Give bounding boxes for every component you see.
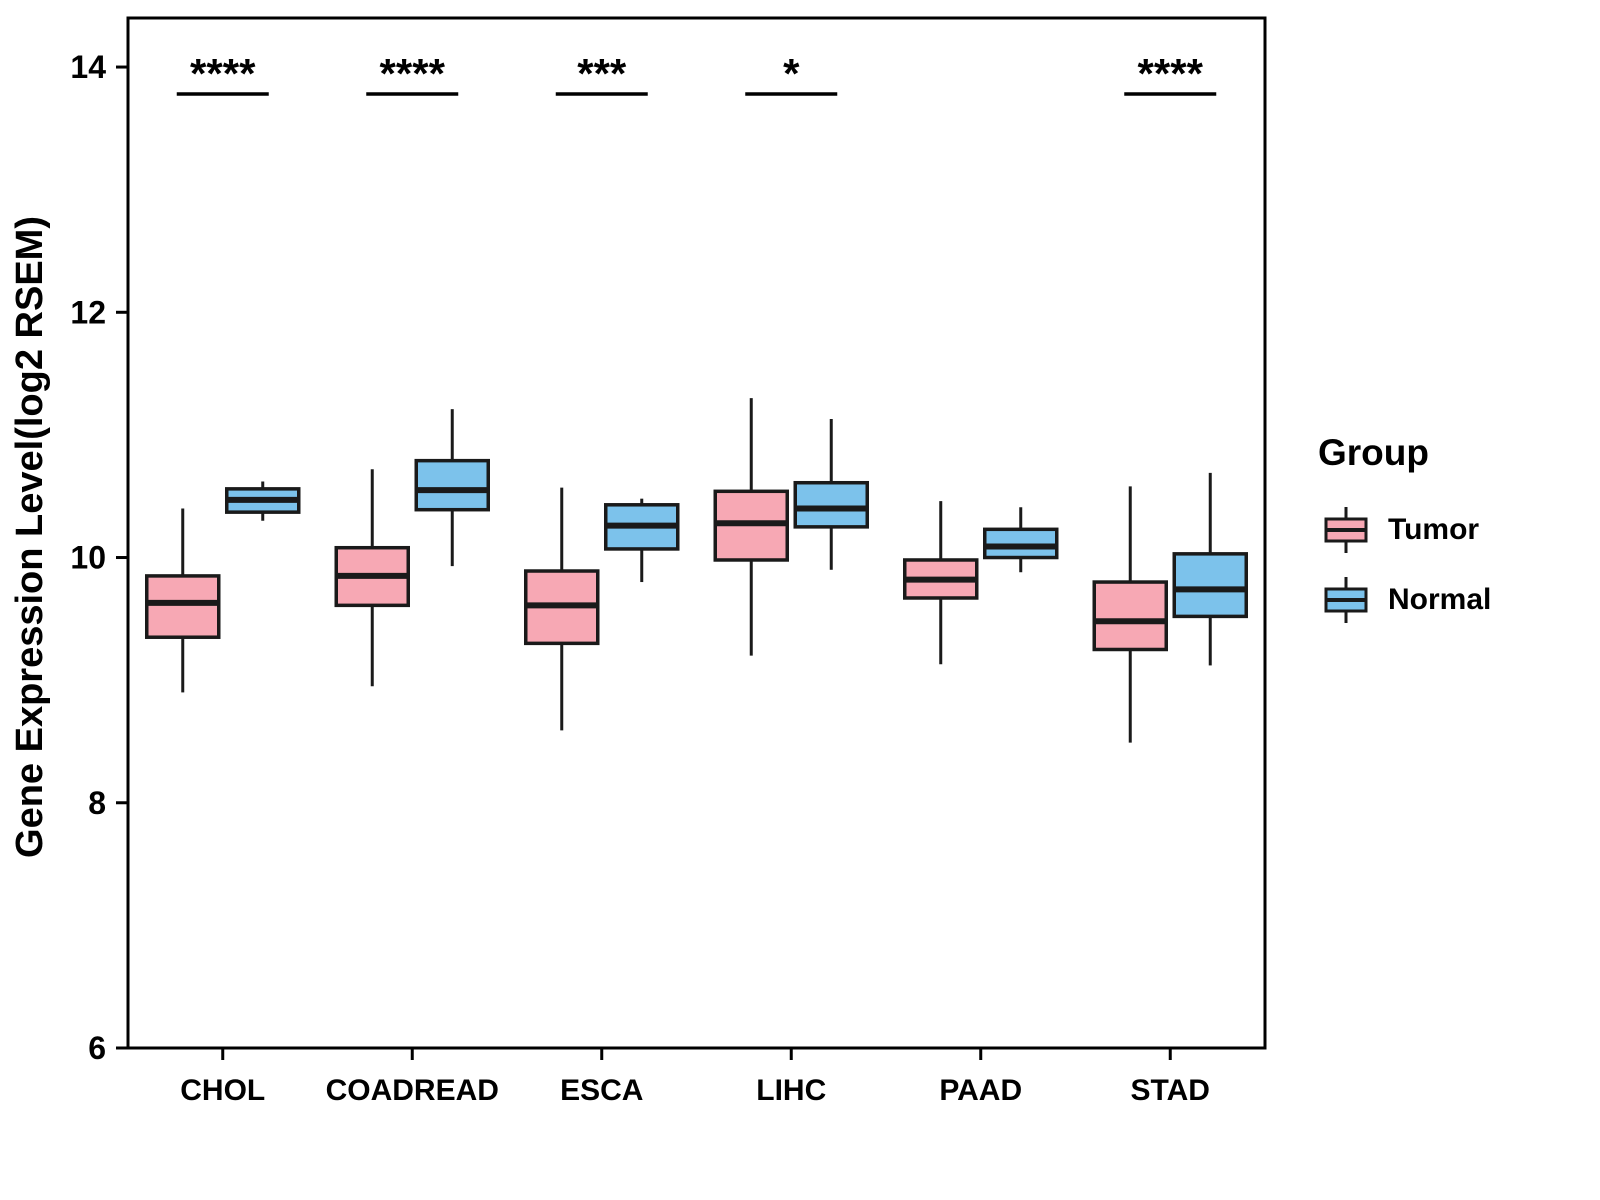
legend-key-boxplot-icon [1324,507,1368,553]
box-PAAD-Tumor [903,501,979,665]
x-tick-label-ESCA: ESCA [560,1074,643,1107]
box-rect [1092,580,1168,652]
y-tick-label: 6 [88,1030,106,1066]
y-tick-label: 12 [70,294,106,330]
legend-title: Group [1318,432,1429,473]
x-tick-label-CHOL: CHOL [180,1074,265,1107]
box-rect [983,527,1059,560]
box-rect [1172,552,1248,619]
y-tick-label: 8 [88,785,106,821]
box-CHOL-Normal [225,481,301,521]
box-rect [414,458,490,512]
legend-item-tumor: Tumor [1318,502,1491,558]
box-COADREAD-Tumor [334,469,410,687]
legend-items: Tumor Normal [1318,502,1491,628]
panel-border [126,16,1267,1050]
box-LIHC-Tumor [713,398,789,656]
significance-stars-STAD: **** [1138,50,1204,97]
y-tick-label: 10 [70,540,106,576]
x-tick-label-COADREAD: COADREAD [326,1074,499,1107]
box-LIHC-Normal [793,418,869,570]
y-tick-label: 14 [70,49,106,85]
box-CHOL-Tumor [145,508,221,693]
significance-stars-CHOL: **** [190,50,256,97]
legend-label: Normal [1388,583,1492,616]
box-PAAD-Normal [983,507,1059,573]
box-ESCA-Tumor [524,487,600,731]
box-STAD-Normal [1172,472,1248,666]
legend: Group Tumor Normal [1318,432,1491,642]
box-rect [145,574,221,639]
x-tick-label-PAAD: PAAD [939,1074,1022,1107]
significance-stars-ESCA: *** [577,50,627,97]
legend-item-normal: Normal [1318,572,1491,628]
x-tick-label-STAD: STAD [1131,1074,1210,1107]
x-tick-label-LIHC: LIHC [756,1074,826,1107]
legend-key-boxplot-icon [1324,577,1368,623]
box-rect [793,480,869,529]
legend-label: Tumor [1388,513,1480,546]
box-COADREAD-Normal [414,409,490,567]
significance-stars-LIHC: * [783,50,800,97]
significance-stars-COADREAD: **** [380,50,446,97]
box-STAD-Tumor [1092,486,1168,743]
y-axis-title: Gene Expression Level(log2 RSEM) [9,216,51,858]
box-ESCA-Normal [604,498,680,583]
